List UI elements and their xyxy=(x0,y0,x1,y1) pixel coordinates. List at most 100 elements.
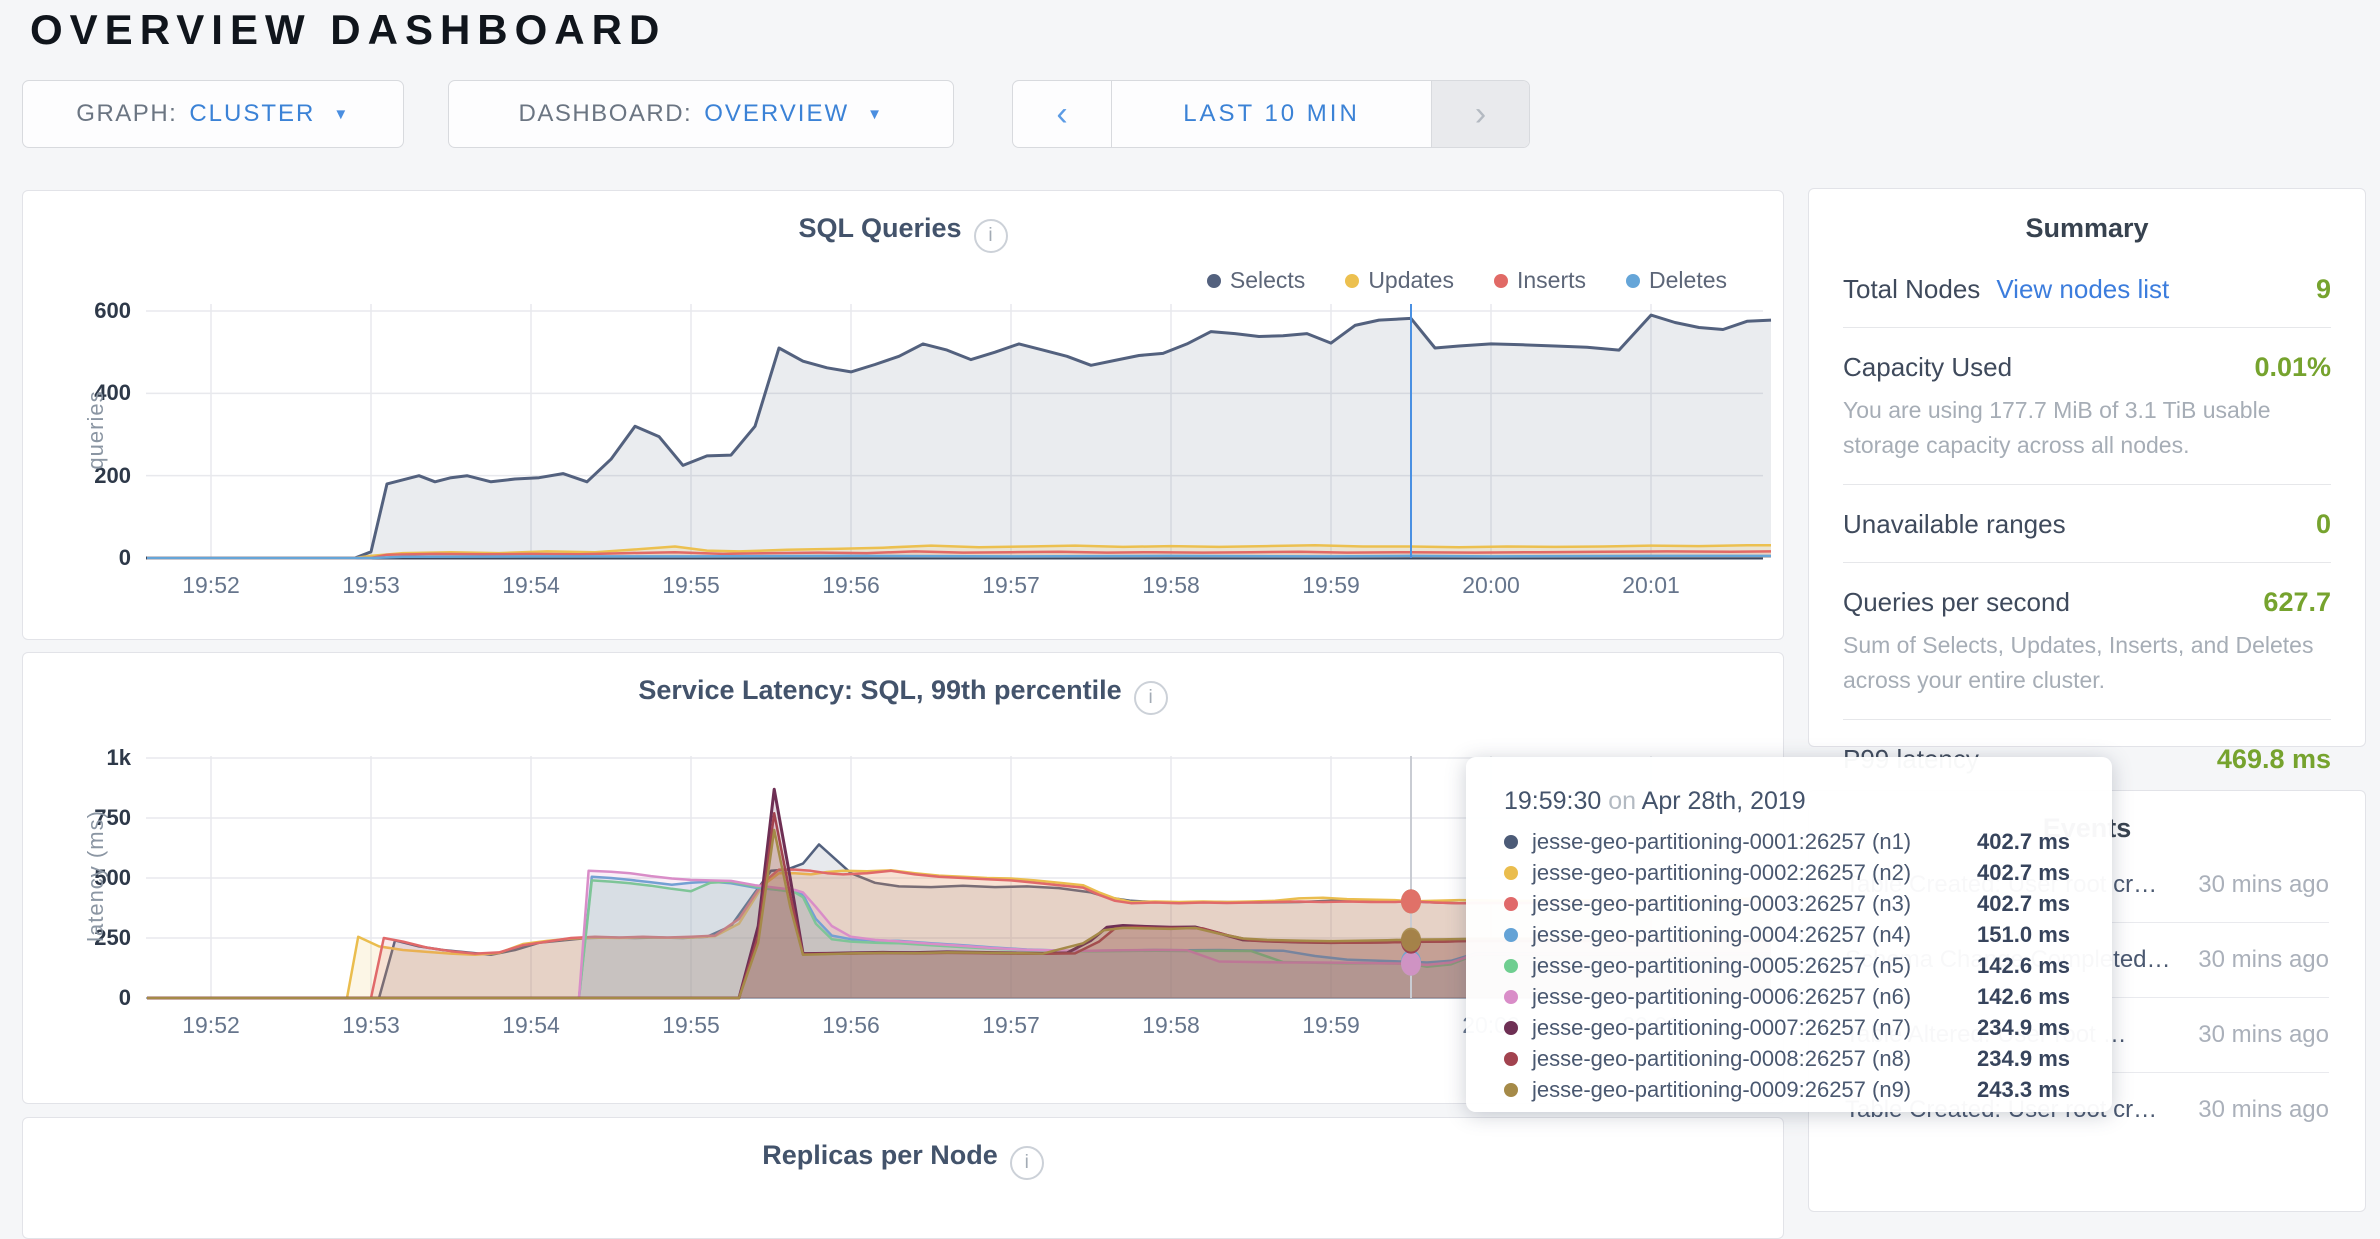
node-color-dot-icon xyxy=(1504,958,1518,973)
replicas-title-text: Replicas per Node xyxy=(762,1140,998,1170)
x-axis-tick: 19:52 xyxy=(182,1012,240,1038)
summary-row-total-nodes: Total Nodes View nodes list 9 xyxy=(1843,250,2331,327)
x-axis-tick: 19:59 xyxy=(1302,572,1360,598)
x-axis-tick: 19:54 xyxy=(502,572,560,598)
x-axis-tick: 20:01 xyxy=(1622,572,1680,598)
legend-label: Deletes xyxy=(1649,267,1727,293)
chevron-down-icon: ▼ xyxy=(867,105,884,123)
info-icon[interactable]: i xyxy=(1009,1146,1044,1180)
graph-dropdown-label: GRAPH: xyxy=(76,100,178,127)
tooltip-time: 19:59:30 xyxy=(1504,787,1602,815)
x-axis-tick: 20:00 xyxy=(1462,572,1520,598)
capacity-used-description: You are using 177.7 MiB of 3.1 TiB usabl… xyxy=(1843,397,2271,458)
event-time: 30 mins ago xyxy=(2198,871,2329,899)
x-axis-tick: 19:57 xyxy=(982,1012,1040,1038)
node-latency-value: 142.6 ms xyxy=(1977,983,2070,1009)
graph-dropdown-value: CLUSTER xyxy=(189,100,316,127)
latency-title-text: Service Latency: SQL, 99th percentile xyxy=(638,675,1122,705)
tooltip-row: jesse-geo-partitioning-0005:26257 (n5) 14… xyxy=(1504,950,2112,981)
chevron-down-icon: ▼ xyxy=(333,105,350,123)
node-latency-value: 243.3 ms xyxy=(1977,1076,2070,1102)
tooltip-row: jesse-geo-partitioning-0001:26257 (n1) 40… xyxy=(1504,826,2112,857)
legend-item[interactable]: Selects xyxy=(1206,267,1306,294)
node-color-dot-icon xyxy=(1504,927,1518,942)
node-color-dot-icon xyxy=(1504,1051,1518,1066)
y-axis-tick: 600 xyxy=(94,298,131,323)
capacity-used-value: 0.01% xyxy=(2254,352,2331,382)
info-icon[interactable]: i xyxy=(973,219,1008,253)
node-name: jesse-geo-partitioning-0005:26257 (n5) xyxy=(1532,952,1912,978)
unavailable-ranges-label: Unavailable ranges xyxy=(1843,509,2066,539)
tooltip-timestamp: 19:59:30 on Apr 28th, 2019 xyxy=(1504,787,2112,816)
summary-row-capacity: Capacity Used 0.01% You are using 177.7 … xyxy=(1843,327,2331,484)
p99-latency-value: 469.8 ms xyxy=(2216,744,2331,774)
summary-title: Summary xyxy=(2025,213,2149,243)
x-axis-tick: 19:57 xyxy=(982,572,1040,598)
sql-queries-chart[interactable]: 0 200 400 600 19:52 19:53 19:54 19:55 19:56 19:57… xyxy=(23,191,1781,637)
page-title: OVERVIEW DASHBOARD xyxy=(30,6,667,53)
x-axis-tick: 19:56 xyxy=(822,1012,880,1038)
node-name: jesse-geo-partitioning-0001:26257 (n1) xyxy=(1532,828,1912,854)
x-axis-tick: 19:53 xyxy=(342,572,400,598)
tooltip-row: jesse-geo-partitioning-0009:26257 (n9) 24… xyxy=(1504,1074,2112,1105)
time-range-next-button[interactable]: › xyxy=(1431,81,1529,147)
time-range-prev-button[interactable]: ‹ xyxy=(1013,81,1112,147)
y-axis-tick: 500 xyxy=(94,865,131,890)
node-name: jesse-geo-partitioning-0006:26257 (n6) xyxy=(1532,983,1912,1009)
node-name: jesse-geo-partitioning-0002:26257 (n2) xyxy=(1532,859,1912,885)
y-axis-label: latency (ms) xyxy=(83,810,108,942)
qps-description: Sum of Selects, Updates, Inserts, and De… xyxy=(1843,632,2314,693)
replicas-title: Replicas per Node i xyxy=(23,1140,1783,1180)
x-axis-tick: 19:54 xyxy=(502,1012,560,1038)
event-time: 30 mins ago xyxy=(2198,946,2329,974)
legend-dot-icon xyxy=(1345,273,1360,288)
legend-item[interactable]: Updates xyxy=(1345,267,1454,294)
y-axis-tick: 200 xyxy=(94,462,131,488)
node-color-dot-icon xyxy=(1504,865,1518,880)
node-latency-value: 402.7 ms xyxy=(1977,859,2070,885)
latency-title: Service Latency: SQL, 99th percentile i xyxy=(23,675,1783,715)
x-axis-tick: 19:58 xyxy=(1142,1012,1200,1038)
x-axis-tick: 19:52 xyxy=(182,572,240,598)
tooltip-row: jesse-geo-partitioning-0008:26257 (n8) 23… xyxy=(1504,1043,2112,1074)
total-nodes-value: 9 xyxy=(2315,274,2331,304)
capacity-used-label: Capacity Used xyxy=(1843,352,2013,382)
node-latency-value: 402.7 ms xyxy=(1977,890,2070,916)
view-nodes-list-link[interactable]: View nodes list xyxy=(1996,274,2170,304)
node-color-dot-icon xyxy=(1504,1020,1518,1035)
time-range-label[interactable]: LAST 10 MIN xyxy=(1183,100,1360,127)
graph-dropdown[interactable]: GRAPH: CLUSTER ▼ xyxy=(22,80,404,148)
y-axis-tick: 250 xyxy=(94,925,131,950)
node-color-dot-icon xyxy=(1504,1082,1518,1097)
legend-dot-icon xyxy=(1626,273,1641,288)
x-axis-tick: 19:53 xyxy=(342,1012,400,1038)
event-time: 30 mins ago xyxy=(2198,1096,2329,1124)
chart-hover-tooltip: 19:59:30 on Apr 28th, 2019 jesse-geo-par… xyxy=(1466,757,2112,1112)
node-latency-value: 151.0 ms xyxy=(1977,921,2070,947)
tooltip-row: jesse-geo-partitioning-0006:26257 (n6) 14… xyxy=(1504,981,2112,1012)
legend-label: Inserts xyxy=(1516,267,1587,293)
legend-item[interactable]: Inserts xyxy=(1493,267,1587,294)
summary-panel: Summary Total Nodes View nodes list 9 Ca… xyxy=(1808,188,2366,774)
y-axis-label: queries xyxy=(83,390,108,470)
info-icon[interactable]: i xyxy=(1133,681,1168,715)
y-axis-tick: 0 xyxy=(118,545,131,570)
legend-label: Updates xyxy=(1368,267,1454,293)
total-nodes-label: Total Nodes xyxy=(1843,274,1981,304)
unavailable-ranges-value: 0 xyxy=(2315,509,2331,539)
sql-queries-title: SQL Queries i xyxy=(23,213,1783,253)
sql-queries-title-text: SQL Queries xyxy=(798,213,962,243)
dashboard-dropdown-value: OVERVIEW xyxy=(704,100,850,127)
legend-item[interactable]: Deletes xyxy=(1626,267,1727,294)
tooltip-row: jesse-geo-partitioning-0003:26257 (n3) 40… xyxy=(1504,888,2112,919)
legend-dot-icon xyxy=(1206,273,1221,288)
dashboard-dropdown[interactable]: DASHBOARD: OVERVIEW ▼ xyxy=(448,80,954,148)
tooltip-row: jesse-geo-partitioning-0004:26257 (n4) 15… xyxy=(1504,919,2112,950)
x-axis-tick: 19:55 xyxy=(662,1012,720,1038)
tooltip-row: jesse-geo-partitioning-0002:26257 (n2) 40… xyxy=(1504,857,2112,888)
dashboard-dropdown-label: DASHBOARD: xyxy=(518,100,693,127)
legend-label: Selects xyxy=(1229,267,1306,293)
y-axis-tick: 750 xyxy=(94,805,131,830)
x-axis-tick: 19:56 xyxy=(822,572,880,598)
node-latency-value: 402.7 ms xyxy=(1977,828,2070,854)
